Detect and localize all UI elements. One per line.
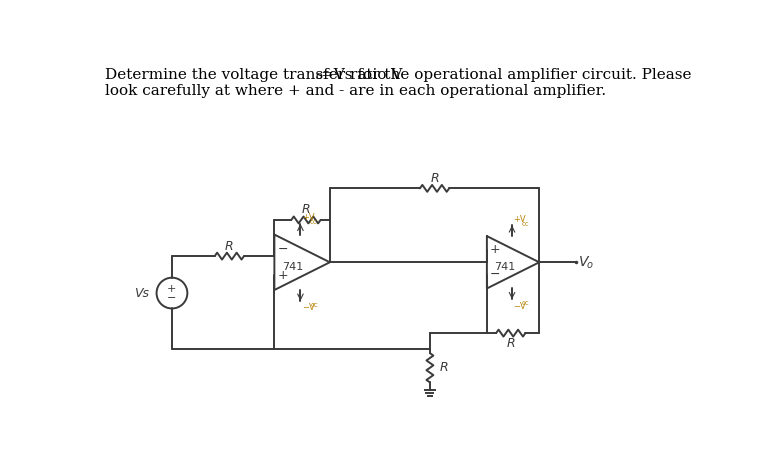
Text: =Vs for the operational amplifier circuit. Please: =Vs for the operational amplifier circui… [321,68,691,82]
Text: V: V [579,254,589,268]
Text: −V: −V [514,302,526,310]
Text: look carefully at where + and - are in each operational amplifier.: look carefully at where + and - are in e… [105,83,606,98]
Text: 741: 741 [282,262,303,272]
Text: R: R [440,361,449,374]
Text: R: R [301,204,310,216]
Text: cc: cc [311,302,319,308]
Text: +V: +V [514,215,526,224]
Text: cc: cc [522,300,530,306]
Text: +: + [277,269,288,282]
Text: cc: cc [522,221,529,227]
Text: R: R [430,172,439,185]
Text: +: + [490,243,501,256]
Text: −: − [277,243,288,256]
Text: Vs: Vs [134,287,149,300]
Text: −: − [167,294,177,303]
Text: 741: 741 [494,262,516,272]
Text: o: o [587,260,593,270]
Text: R: R [225,240,233,253]
Text: cc: cc [310,219,318,226]
Text: o: o [315,71,322,82]
Text: +V: +V [302,213,315,222]
Text: Determine the voltage transfer ratio V: Determine the voltage transfer ratio V [105,68,402,82]
Text: R: R [506,337,515,350]
Text: −V: −V [302,303,315,312]
Text: −: − [490,268,501,281]
Text: +: + [167,284,177,294]
